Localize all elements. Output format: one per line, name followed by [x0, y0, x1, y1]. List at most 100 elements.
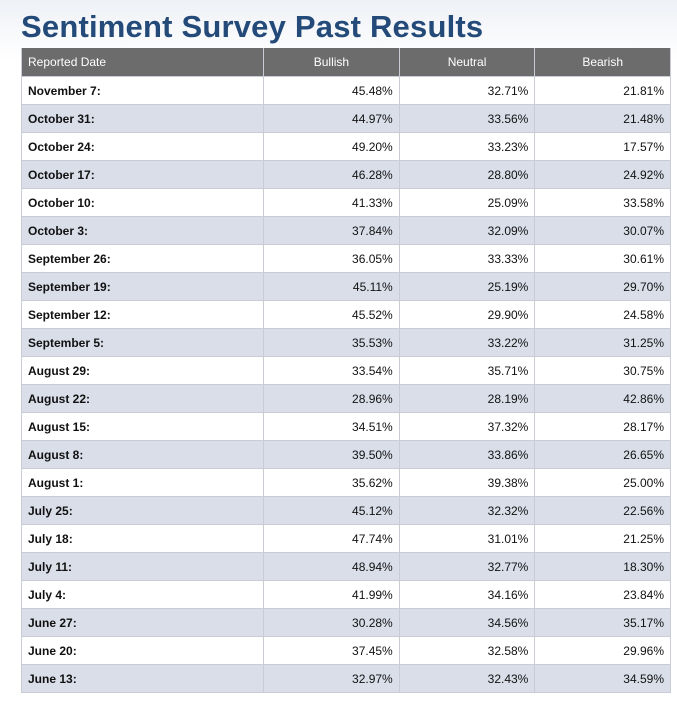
row-date-cell: September 26:: [20, 244, 265, 273]
table-row: August 22: 28.96% 28.19% 42.86%: [20, 384, 671, 413]
table-row: October 17: 46.28% 28.80% 24.92%: [20, 160, 671, 189]
row-bearish-cell: 33.58%: [534, 188, 671, 217]
row-date-cell: July 11:: [20, 552, 265, 581]
row-bullish-cell: 28.96%: [263, 384, 400, 413]
row-date-cell: August 1:: [20, 468, 265, 497]
row-bearish-cell: 30.61%: [534, 244, 671, 273]
row-bearish-cell: 18.30%: [534, 552, 671, 581]
row-date-cell: July 18:: [20, 524, 265, 553]
row-neutral-cell: 37.32%: [398, 412, 536, 441]
row-bearish-cell: 21.25%: [534, 524, 671, 553]
row-neutral-cell: 32.58%: [398, 636, 536, 665]
row-bullish-cell: 45.48%: [263, 76, 400, 105]
table-row: August 15: 34.51% 37.32% 28.17%: [20, 412, 671, 441]
row-date-cell: November 7:: [20, 76, 265, 105]
row-bearish-cell: 24.92%: [534, 160, 671, 189]
table-row: October 10: 41.33% 25.09% 33.58%: [20, 188, 671, 217]
column-header-neutral: Neutral: [398, 48, 536, 77]
table-row: July 4: 41.99% 34.16% 23.84%: [20, 580, 671, 609]
row-bearish-cell: 29.70%: [534, 272, 671, 301]
row-neutral-cell: 35.71%: [398, 356, 536, 385]
row-bearish-cell: 21.48%: [534, 104, 671, 133]
row-neutral-cell: 25.09%: [398, 188, 536, 217]
row-date-cell: August 29:: [20, 356, 265, 385]
row-bearish-cell: 23.84%: [534, 580, 671, 609]
row-neutral-cell: 33.86%: [398, 440, 536, 469]
row-bullish-cell: 33.54%: [263, 356, 400, 385]
row-bullish-cell: 41.99%: [263, 580, 400, 609]
row-date-cell: July 25:: [20, 496, 265, 525]
column-header-reported-date: Reported Date: [20, 48, 265, 77]
row-neutral-cell: 39.38%: [398, 468, 536, 497]
table-row: October 31: 44.97% 33.56% 21.48%: [20, 104, 671, 133]
row-neutral-cell: 33.23%: [398, 132, 536, 161]
row-bearish-cell: 30.07%: [534, 216, 671, 245]
table-body: November 7: 45.48% 32.71% 21.81% October 31:…: [20, 76, 671, 693]
row-bearish-cell: 17.57%: [534, 132, 671, 161]
row-bullish-cell: 49.20%: [263, 132, 400, 161]
row-neutral-cell: 32.32%: [398, 496, 536, 525]
row-bullish-cell: 37.84%: [263, 216, 400, 245]
row-bullish-cell: 47.74%: [263, 524, 400, 553]
row-neutral-cell: 31.01%: [398, 524, 536, 553]
row-date-cell: September 5:: [20, 328, 265, 357]
row-date-cell: October 3:: [20, 216, 265, 245]
row-bearish-cell: 30.75%: [534, 356, 671, 385]
table-row: September 26: 36.05% 33.33% 30.61%: [20, 244, 671, 273]
table-row: September 19: 45.11% 25.19% 29.70%: [20, 272, 671, 301]
table-row: July 18: 47.74% 31.01% 21.25%: [20, 524, 671, 553]
row-bearish-cell: 35.17%: [534, 608, 671, 637]
row-date-cell: August 8:: [20, 440, 265, 469]
row-bearish-cell: 22.56%: [534, 496, 671, 525]
row-bullish-cell: 41.33%: [263, 188, 400, 217]
row-neutral-cell: 28.80%: [398, 160, 536, 189]
table-row: October 24: 49.20% 33.23% 17.57%: [20, 132, 671, 161]
sentiment-results-table: Reported Date Bullish Neutral Bearish No…: [20, 48, 671, 693]
row-bullish-cell: 34.51%: [263, 412, 400, 441]
row-bearish-cell: 21.81%: [534, 76, 671, 105]
row-date-cell: August 15:: [20, 412, 265, 441]
row-neutral-cell: 33.33%: [398, 244, 536, 273]
row-bearish-cell: 34.59%: [534, 664, 671, 693]
table-row: September 5: 35.53% 33.22% 31.25%: [20, 328, 671, 357]
table-row: October 3: 37.84% 32.09% 30.07%: [20, 216, 671, 245]
table-row: July 11: 48.94% 32.77% 18.30%: [20, 552, 671, 581]
row-neutral-cell: 32.09%: [398, 216, 536, 245]
row-bearish-cell: 25.00%: [534, 468, 671, 497]
row-neutral-cell: 33.56%: [398, 104, 536, 133]
row-date-cell: June 13:: [20, 664, 265, 693]
row-neutral-cell: 28.19%: [398, 384, 536, 413]
row-date-cell: September 19:: [20, 272, 265, 301]
row-neutral-cell: 33.22%: [398, 328, 536, 357]
table-row: August 29: 33.54% 35.71% 30.75%: [20, 356, 671, 385]
row-date-cell: July 4:: [20, 580, 265, 609]
row-neutral-cell: 34.56%: [398, 608, 536, 637]
row-date-cell: October 31:: [20, 104, 265, 133]
row-date-cell: October 17:: [20, 160, 265, 189]
column-header-bearish: Bearish: [534, 48, 671, 77]
row-date-cell: August 22:: [20, 384, 265, 413]
row-bullish-cell: 45.11%: [263, 272, 400, 301]
table-row: August 1: 35.62% 39.38% 25.00%: [20, 468, 671, 497]
row-bullish-cell: 48.94%: [263, 552, 400, 581]
row-bullish-cell: 35.62%: [263, 468, 400, 497]
row-bullish-cell: 30.28%: [263, 608, 400, 637]
row-bearish-cell: 26.65%: [534, 440, 671, 469]
row-date-cell: September 12:: [20, 300, 265, 329]
row-neutral-cell: 34.16%: [398, 580, 536, 609]
row-bearish-cell: 29.96%: [534, 636, 671, 665]
row-bearish-cell: 31.25%: [534, 328, 671, 357]
row-bearish-cell: 42.86%: [534, 384, 671, 413]
row-bearish-cell: 28.17%: [534, 412, 671, 441]
table-row: June 13: 32.97% 32.43% 34.59%: [20, 664, 671, 693]
table-row: June 27: 30.28% 34.56% 35.17%: [20, 608, 671, 637]
row-bullish-cell: 32.97%: [263, 664, 400, 693]
row-date-cell: June 20:: [20, 636, 265, 665]
table-row: November 7: 45.48% 32.71% 21.81%: [20, 76, 671, 105]
row-neutral-cell: 32.77%: [398, 552, 536, 581]
row-neutral-cell: 29.90%: [398, 300, 536, 329]
row-bullish-cell: 45.12%: [263, 496, 400, 525]
row-neutral-cell: 32.43%: [398, 664, 536, 693]
table-header-row: Reported Date Bullish Neutral Bearish: [20, 48, 671, 77]
